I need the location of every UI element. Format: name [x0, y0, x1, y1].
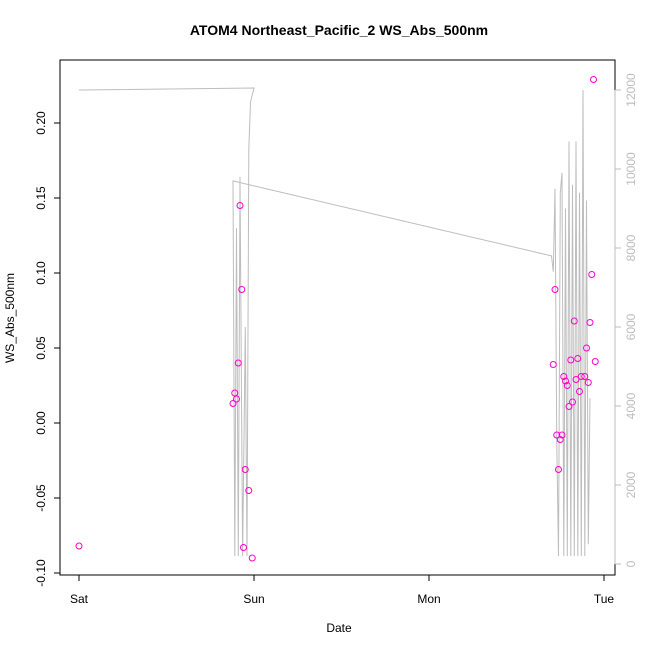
data-point — [558, 431, 566, 439]
data-point — [238, 286, 246, 293]
y-tick-label: 0.05 — [34, 336, 48, 360]
data-point — [75, 542, 83, 550]
y-right-tick-label: 12000 — [624, 73, 638, 107]
data-point — [577, 373, 585, 380]
chart-title: ATOM4 Northeast_Pacific_2 WS_Abs_500nm — [190, 22, 488, 38]
y-right-tick-label: 6000 — [624, 313, 638, 340]
data-point — [572, 376, 580, 383]
series-line-group — [78, 87, 591, 557]
y-tick-label: -0.10 — [34, 559, 48, 587]
y-right-tick-label: 10000 — [624, 152, 638, 186]
data-point — [591, 358, 599, 365]
y-axis-label: WS_Abs_500nm — [3, 273, 17, 363]
data-point — [233, 395, 240, 403]
y-axis-right: 0 2000 4000 6000 8000 10000 12000 — [614, 73, 638, 567]
y-tick-label: 0.20 — [34, 111, 48, 135]
series-points-group — [75, 76, 599, 562]
data-point — [236, 202, 244, 209]
data-point — [241, 466, 249, 473]
y-right-tick-label: 8000 — [624, 234, 638, 261]
x-tick-label: Mon — [417, 592, 440, 606]
data-point — [588, 271, 596, 278]
data-point — [567, 356, 575, 364]
data-point — [245, 487, 253, 494]
data-point — [551, 286, 559, 293]
data-point — [553, 431, 561, 439]
y-tick-label: 0.00 — [34, 411, 48, 435]
data-point — [584, 379, 592, 386]
data-point — [234, 359, 242, 367]
data-point — [576, 388, 583, 395]
y-tick-label: -0.05 — [34, 484, 48, 512]
data-point — [562, 377, 569, 385]
data-point — [581, 373, 589, 380]
data-point — [555, 466, 562, 473]
data-point — [556, 436, 564, 443]
y-tick-label: 0.10 — [34, 261, 48, 285]
data-point — [563, 382, 571, 389]
data-point — [586, 319, 594, 326]
data-point — [583, 344, 590, 352]
data-point — [560, 373, 568, 380]
y-axis: -0.10 -0.05 0.00 0.05 0.10 0.15 0.20 — [34, 111, 61, 587]
data-point — [240, 544, 247, 551]
y-right-tick-label: 0 — [624, 560, 638, 567]
x-axis-label: Date — [326, 621, 352, 635]
data-point — [574, 355, 582, 362]
data-point — [569, 398, 576, 406]
data-point — [549, 361, 557, 368]
data-point — [248, 554, 256, 562]
x-tick-label: Sun — [243, 592, 264, 606]
y-right-tick-label: 4000 — [624, 392, 638, 419]
y-right-tick-label: 2000 — [624, 471, 638, 498]
y-tick-label: 0.15 — [34, 186, 48, 210]
data-point — [565, 403, 573, 410]
x-axis: Sat Sun Mon Tue — [70, 574, 615, 606]
data-point — [570, 317, 578, 325]
x-tick-label: Tue — [594, 592, 615, 606]
x-tick-label: Sat — [70, 592, 89, 606]
data-point — [229, 400, 237, 407]
series-line — [78, 87, 591, 557]
data-point — [590, 76, 597, 83]
